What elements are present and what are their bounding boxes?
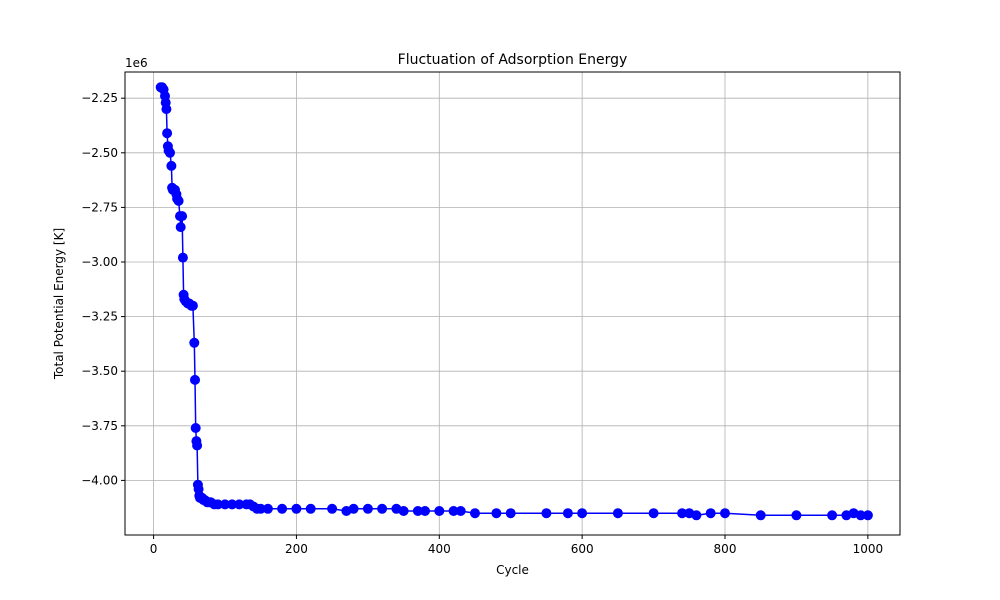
data-point [612,508,623,519]
data-point [190,423,201,433]
data-point [291,503,302,514]
y-tick-label: −2.25 [81,91,118,105]
data-point [327,503,338,514]
chart-title: Fluctuation of Adsorption Energy [398,52,628,68]
data-point [648,508,659,519]
x-tick-label: 200 [285,542,308,556]
y-tick-label: −3.25 [81,310,118,324]
data-point [173,195,184,206]
data-point [691,510,702,521]
data-point [827,510,838,521]
y-offset-label: 1e6 [125,56,148,70]
x-tick-label: 400 [428,542,451,556]
x-tick-label: 800 [714,542,737,556]
data-point [348,503,359,514]
data-point [434,506,445,516]
data-point [505,508,516,519]
grid [125,72,900,535]
series-layer [155,82,873,521]
data-point [192,440,203,451]
data-point [187,300,198,311]
data-point [455,506,466,516]
data-point [362,503,373,514]
x-tick-label: 0 [150,542,158,556]
y-tick-label: −2.50 [81,146,118,160]
ticks: 0 200 400 600 800 1000 −2.25 −2.50 −2.75 −3.00 −3.… [81,91,883,556]
data-point [791,510,802,521]
data-point [470,508,480,519]
data-point [177,211,188,222]
data-point [161,104,172,115]
data-point [162,128,173,139]
data-point [705,508,716,519]
y-tick-label: −3.75 [81,419,118,433]
data-point [177,252,188,263]
x-tick-label: 1000 [853,542,884,556]
x-axis-label: Cycle [496,563,529,577]
data-point [562,508,573,519]
data-point [165,147,175,158]
data-point [720,508,730,519]
data-point [398,506,409,516]
data-point [305,503,316,514]
plot-area-background [125,72,900,535]
data-point [175,222,186,233]
data-point [277,503,288,514]
y-axis-label: Total Potential Energy [K] [52,228,66,380]
data-point [755,510,766,521]
data-point [491,508,502,519]
y-tick-label: −3.00 [81,255,118,269]
data-point [420,506,430,516]
data-point [262,503,273,514]
data-point [377,503,388,514]
data-point [189,337,200,348]
x-tick-label: 600 [571,542,594,556]
data-point [166,160,177,171]
plot-frame [124,71,901,536]
data-point [577,508,588,519]
y-tick-label: −4.00 [81,473,118,487]
y-tick-label: −2.75 [81,200,118,214]
data-point [541,508,552,519]
y-tick-label: −3.50 [81,364,118,378]
data-point [190,374,200,385]
data-point [862,510,873,521]
